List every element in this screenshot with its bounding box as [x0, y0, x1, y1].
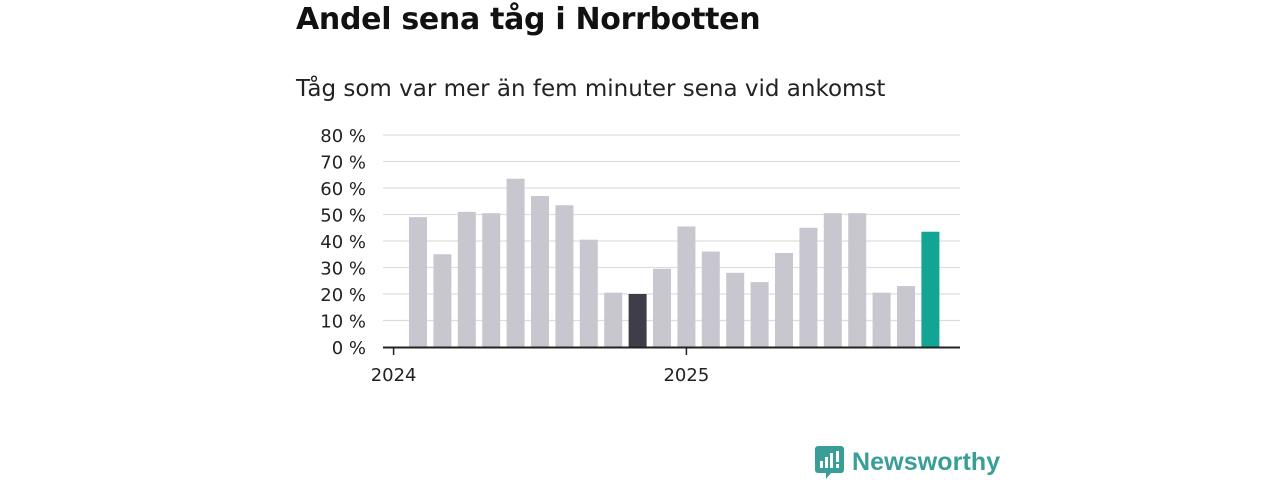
bar — [433, 254, 452, 347]
y-tick-label: 40 % — [320, 232, 366, 253]
x-tick-label: 2025 — [663, 365, 709, 386]
bar — [579, 239, 598, 347]
bar — [604, 292, 623, 347]
chart-subtitle: Tåg som var mer än fem minuter sena vid … — [296, 76, 886, 102]
y-tick-label: 50 % — [320, 206, 366, 227]
bar — [872, 292, 891, 347]
y-tick-label: 80 % — [320, 126, 366, 147]
newsworthy-logo-text: Newsworthy — [852, 448, 1001, 476]
bar — [897, 286, 915, 347]
newsworthy-logo: Newsworthy — [815, 446, 1000, 479]
bar — [506, 178, 525, 347]
y-tick-label: 20 % — [320, 285, 366, 306]
y-tick-label: 60 % — [320, 179, 366, 200]
bar — [701, 251, 720, 347]
bar — [409, 217, 427, 347]
bar — [775, 252, 793, 347]
chart-title: Andel sena tåg i Norrbotten — [296, 2, 761, 37]
bar — [457, 211, 476, 347]
y-tick-label: 10 % — [320, 312, 366, 333]
bar — [482, 213, 501, 347]
y-tick-label: 30 % — [320, 259, 366, 280]
bar — [750, 282, 769, 347]
bar — [848, 213, 867, 347]
bar — [677, 226, 696, 347]
bar — [628, 294, 647, 347]
bar — [555, 205, 574, 347]
bar — [531, 195, 549, 347]
bar — [726, 272, 745, 347]
y-tick-label: 0 % — [332, 338, 366, 359]
bar — [823, 213, 842, 347]
bar — [921, 231, 940, 347]
bar — [653, 268, 671, 347]
x-tick-label: 2024 — [371, 365, 417, 386]
newsworthy-logo-icon — [815, 446, 844, 479]
y-tick-label: 70 % — [320, 153, 366, 174]
bar — [799, 227, 818, 347]
bar-chart: 0 % 10 % 20 % 30 % 40 % 50 % 60 % 70 % 80 % 2024 2… — [320, 126, 960, 386]
